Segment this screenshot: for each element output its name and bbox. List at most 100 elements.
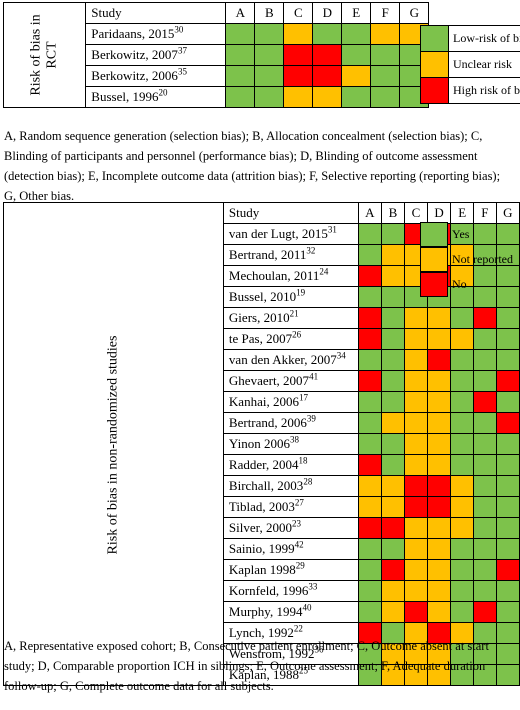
rating-cell-d <box>426 475 452 497</box>
study-label: Bussel, 2010 <box>228 289 297 304</box>
study-label: Ghevaert, 2007 <box>228 373 310 388</box>
study-label: Yinon 2006 <box>228 436 290 451</box>
rating-cell-e <box>450 223 475 245</box>
rating-cell-d <box>426 391 452 413</box>
table-row: Tiblad, 200327 <box>4 496 520 518</box>
rating-cell-g <box>495 349 520 371</box>
rating-cell-a <box>225 23 256 45</box>
study-name: Bertrand, 201132 <box>222 244 359 266</box>
legend-item: High risk of bias <box>421 78 520 103</box>
table-row: Lynch, 199222 <box>4 622 520 644</box>
study-label: Bertrand, 2006 <box>228 415 307 430</box>
rating-cell-a <box>357 391 382 413</box>
rating-cell-a <box>357 412 382 434</box>
study-column-header: Study <box>222 202 359 224</box>
rating-cell-f <box>473 286 497 308</box>
study-label: van den Akker, 2007 <box>228 352 337 367</box>
rating-cell-g <box>495 559 520 581</box>
study-label: Murphy, 1994 <box>228 604 303 619</box>
study-name: Radder, 200418 <box>222 454 359 476</box>
reference-number: 42 <box>294 539 304 550</box>
rating-cell-d <box>312 23 343 45</box>
rating-cell-f <box>473 601 497 623</box>
study-label: Radder, 2004 <box>228 457 299 472</box>
study-name: Kaplan 199829 <box>222 559 359 581</box>
reference-number: 36 <box>314 644 324 655</box>
legend-swatch <box>420 222 448 247</box>
rating-cell-b <box>380 517 405 539</box>
rating-cell-g <box>495 433 520 455</box>
rating-cell-e <box>450 580 475 602</box>
study-name: Yinon 200638 <box>222 433 359 455</box>
table-row: Wenstrom, 199236 <box>4 643 520 665</box>
rating-cell-g <box>495 475 520 497</box>
legend-label: Yes <box>452 227 470 241</box>
table-row: Kornfeld, 199633 <box>4 580 520 602</box>
reference-number: 26 <box>292 329 302 340</box>
study-name: Bussel, 201019 <box>222 286 359 308</box>
reference-number: 29 <box>295 560 305 571</box>
rating-cell-g <box>495 307 520 329</box>
rating-cell-d <box>312 65 343 87</box>
rating-cell-e <box>341 86 372 108</box>
reference-number: 30 <box>174 24 184 35</box>
rating-cell-b <box>380 328 405 350</box>
rating-cell-c <box>403 496 428 518</box>
rating-cell-b <box>380 223 405 245</box>
study-label: Kaplan 1998 <box>228 562 296 577</box>
reference-number: 20 <box>158 87 168 98</box>
rating-cell-f <box>473 328 497 350</box>
reference-number: 34 <box>336 350 346 361</box>
rating-cell-g <box>495 538 520 560</box>
rating-cell-a <box>357 622 382 644</box>
rating-cell-c <box>403 349 428 371</box>
rating-cell-g <box>495 370 520 392</box>
rating-cell-f <box>473 307 497 329</box>
rating-cell-d <box>426 328 452 350</box>
legend-swatch <box>420 272 448 297</box>
study-name: Kornfeld, 199633 <box>222 580 359 602</box>
rating-cell-b <box>380 265 405 287</box>
rating-cell-d <box>426 454 452 476</box>
rating-cell-e <box>450 307 475 329</box>
rating-cell-g <box>495 223 520 245</box>
reference-number: 41 <box>309 371 319 382</box>
rating-cell-f <box>473 664 497 686</box>
rating-cell-d <box>426 412 452 434</box>
rating-cell-f <box>473 454 497 476</box>
rating-cell-e <box>341 65 372 87</box>
rating-cell-c <box>403 307 428 329</box>
domain-column-header-e: E <box>341 2 372 24</box>
rating-cell-e <box>450 475 475 497</box>
rating-cell-d <box>426 538 452 560</box>
rating-cell-b <box>254 86 285 108</box>
legend-swatch <box>421 26 449 51</box>
rating-cell-e <box>450 349 475 371</box>
rating-cell-g <box>495 496 520 518</box>
rating-cell-a <box>357 265 382 287</box>
rating-cell-c <box>403 538 428 560</box>
rating-cell-a <box>357 454 382 476</box>
study-column-header: Study <box>85 2 227 24</box>
header-row: Risk of bias in RCT Study A B C D E F G <box>2 2 430 108</box>
rating-cell-e <box>450 328 475 350</box>
rating-cell-d <box>426 559 452 581</box>
rating-cell-d <box>426 622 452 644</box>
rating-cell-e <box>450 538 475 560</box>
rating-cell-d <box>426 370 452 392</box>
rating-cell-e <box>450 559 475 581</box>
rating-cell-d <box>426 349 452 371</box>
rating-cell-d <box>426 601 452 623</box>
reference-number: 32 <box>306 245 316 256</box>
rct-risk-of-bias-table: Risk of bias in RCT Study A B C D E F G Paridaans,… <box>2 2 430 108</box>
rating-cell-d <box>426 433 452 455</box>
reference-number: 39 <box>306 413 316 424</box>
rating-cell-e <box>450 664 475 686</box>
rating-cell-d <box>312 44 343 66</box>
side-label: Risk of bias in RCT <box>2 2 87 108</box>
rating-cell-g <box>495 391 520 413</box>
study-label: Sainio, 1999 <box>228 541 295 556</box>
rating-cell-e <box>450 601 475 623</box>
rating-cell-e <box>450 643 475 665</box>
rating-cell-c <box>283 65 314 87</box>
